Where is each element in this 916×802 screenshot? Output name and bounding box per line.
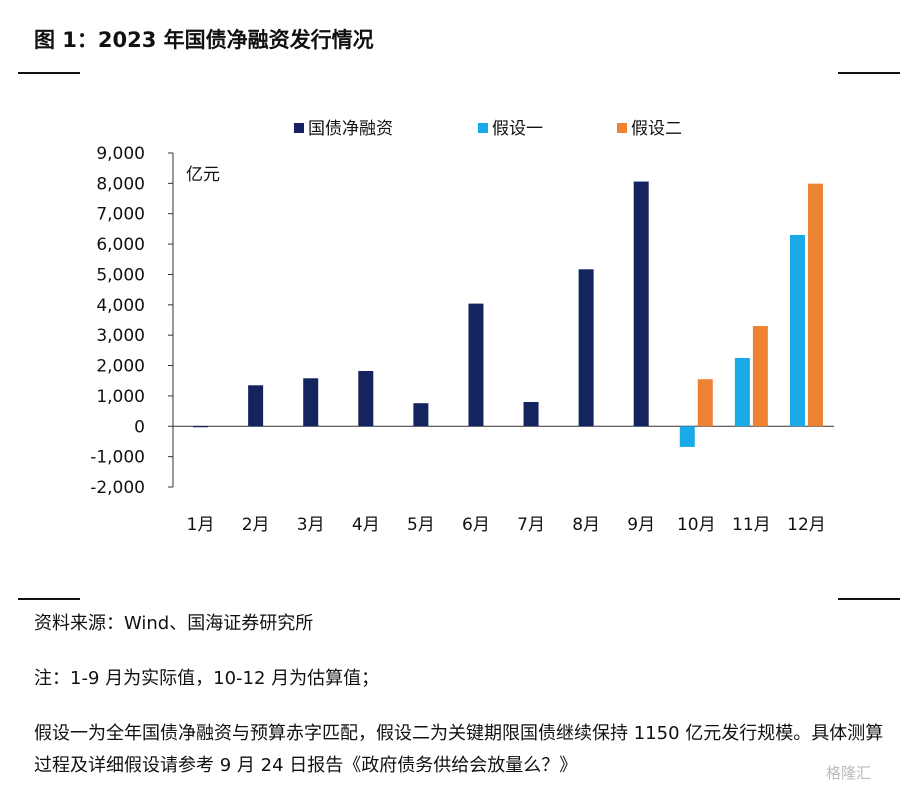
y-tick-label: 0 bbox=[134, 417, 145, 437]
y-tick-label: -1,000 bbox=[90, 448, 145, 468]
bar-5-series-1 bbox=[413, 403, 429, 427]
y-tick-label: 2,000 bbox=[96, 357, 145, 377]
y-tick-label: -2,000 bbox=[90, 478, 145, 498]
y-tick-label: 3,000 bbox=[96, 326, 145, 346]
x-tick-label: 1月 bbox=[187, 515, 215, 535]
x-tick-label: 11月 bbox=[732, 515, 771, 535]
bar-9-series-1 bbox=[633, 181, 649, 427]
y-axis-unit-label: 亿元 bbox=[186, 165, 220, 185]
assumption-text: 假设一为全年国债净融资与预算赤字匹配，假设二为关键期限国债继续保持 1150 亿… bbox=[34, 723, 884, 776]
x-tick-label: 12月 bbox=[787, 515, 826, 535]
bar-11-series-3 bbox=[752, 326, 768, 427]
bar-12-series-3 bbox=[807, 183, 823, 427]
x-tick-label: 10月 bbox=[677, 515, 716, 535]
legend-swatch-2 bbox=[478, 123, 488, 133]
x-tick-label: 9月 bbox=[627, 515, 655, 535]
bar-6-series-1 bbox=[468, 303, 484, 427]
x-tick-label: 4月 bbox=[352, 515, 380, 535]
y-tick-label: 5,000 bbox=[96, 265, 145, 285]
bar-7-series-1 bbox=[523, 401, 539, 427]
bar-2-series-1 bbox=[248, 385, 264, 427]
bar-1-series-1 bbox=[193, 426, 209, 428]
note-text: 注：1-9 月为实际值，10-12 月为估算值； bbox=[34, 668, 380, 689]
x-tick-label: 7月 bbox=[517, 515, 545, 535]
bar-11-series-2 bbox=[734, 357, 750, 427]
bar-3-series-1 bbox=[303, 378, 319, 427]
bottom-rule-left bbox=[18, 598, 80, 600]
source-text: 资料来源：Wind、国海证券研究所 bbox=[34, 613, 314, 634]
legend-label-2: 假设一 bbox=[492, 119, 543, 139]
bar-8-series-1 bbox=[578, 269, 594, 427]
legend-label-1: 国债净融资 bbox=[308, 119, 393, 139]
y-tick-label: 6,000 bbox=[96, 235, 145, 255]
y-tick-label: 1,000 bbox=[96, 387, 145, 407]
bar-10-series-3 bbox=[697, 379, 713, 427]
x-tick-label: 2月 bbox=[242, 515, 270, 535]
watermark: 格隆汇 bbox=[826, 764, 872, 782]
bar-12-series-2 bbox=[789, 234, 805, 427]
bar-10-series-2 bbox=[679, 426, 695, 447]
x-tick-label: 6月 bbox=[462, 515, 490, 535]
figure-title: 图 1：2023 年国债净融资发行情况 bbox=[34, 28, 374, 52]
top-rule-right bbox=[838, 72, 900, 74]
bottom-rule-right bbox=[838, 598, 900, 600]
y-tick-label: 9,000 bbox=[96, 144, 145, 164]
y-tick-label: 8,000 bbox=[96, 174, 145, 194]
y-tick-label: 7,000 bbox=[96, 205, 145, 225]
x-tick-label: 8月 bbox=[572, 515, 600, 535]
legend-swatch-3 bbox=[617, 123, 627, 133]
bar-chart: -2,000 -1,000 0 1,000 2,000 3,000 4,000 5,000 6,… bbox=[90, 119, 834, 535]
x-tick-label: 5月 bbox=[407, 515, 435, 535]
x-tick-label: 3月 bbox=[297, 515, 325, 535]
legend-swatch-1 bbox=[294, 123, 304, 133]
top-rule-left bbox=[18, 72, 80, 74]
bar-4-series-1 bbox=[358, 371, 374, 427]
legend-label-3: 假设二 bbox=[631, 119, 682, 139]
y-tick-label: 4,000 bbox=[96, 296, 145, 316]
